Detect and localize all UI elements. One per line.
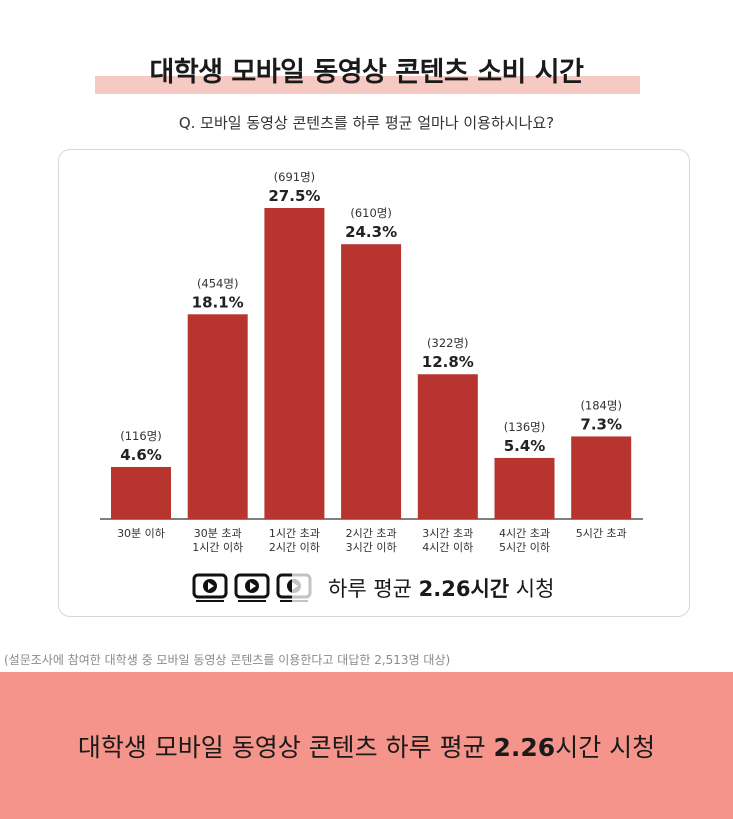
bottom-banner: 대학생 모바일 동영상 콘텐츠 하루 평균 2.26시간 시청 [0,672,733,819]
banner-suffix: 시간 시청 [555,732,656,762]
summary-prefix: 하루 평균 [328,577,419,601]
question-subtitle: Q. 모바일 동영상 콘텐츠를 하루 평균 얼마나 이용하시나요? [178,114,555,132]
play-icon-faded [276,573,312,603]
count-label: (610명) [350,206,392,220]
title-highlight [95,76,640,94]
category-label: 5시간 초과 [576,527,627,540]
banner-value: 2.26 [493,732,556,762]
data-label: 7.3% [580,415,622,433]
count-label: (136명) [504,420,546,434]
category-label: 3시간 초과 [422,527,473,540]
count-label: (454명) [197,276,239,290]
category-label: 30분 초과 [194,527,242,540]
category-label: 4시간 초과 [499,527,550,540]
summary-value: 2.26시간 [418,577,510,601]
bar [571,436,632,519]
category-label: 5시간 이하 [499,540,550,554]
category-label: 2시간 초과 [346,527,397,540]
category-label: 2시간 이하 [269,540,320,554]
summary-row: 하루 평균 2.26시간 시청 [192,570,554,606]
page-title: 대학생 모바일 동영상 콘텐츠 소비 시간 [149,57,584,88]
bar [264,208,325,519]
data-label: 27.5% [268,187,320,205]
bar [187,314,248,519]
footnote: (설문조사에 참여한 대학생 중 모바일 동영상 콘텐츠를 이용한다고 대답한 … [4,653,451,667]
count-label: (322명) [427,336,469,350]
data-label: 24.3% [345,223,397,241]
category-label: 1시간 초과 [269,527,320,540]
count-label: (116명) [120,429,162,443]
category-label: 1시간 이하 [192,540,243,554]
bar [417,374,478,519]
bar [341,244,402,519]
data-label: 5.4% [504,437,546,455]
summary-text: 하루 평균 2.26시간 시청 [328,573,554,603]
count-label: (691명) [274,170,316,184]
category-label: 4시간 이하 [422,540,473,554]
bar [111,466,171,519]
bar [494,457,555,519]
play-icon [234,573,270,602]
banner-prefix: 대학생 모바일 동영상 콘텐츠 하루 평균 [77,732,494,762]
summary-suffix: 시청 [509,577,555,601]
play-icon [192,573,228,602]
data-label: 12.8% [422,353,474,371]
title-wrap: 대학생 모바일 동영상 콘텐츠 소비 시간 [0,50,733,89]
data-label: 18.1% [192,293,244,311]
category-label: 3시간 이하 [346,540,397,554]
data-label: 4.6% [120,446,162,464]
category-label: 30분 이하 [117,526,165,540]
banner-text: 대학생 모바일 동영상 콘텐츠 하루 평균 2.26시간 시청 [78,728,655,764]
count-label: (184명) [580,398,622,412]
